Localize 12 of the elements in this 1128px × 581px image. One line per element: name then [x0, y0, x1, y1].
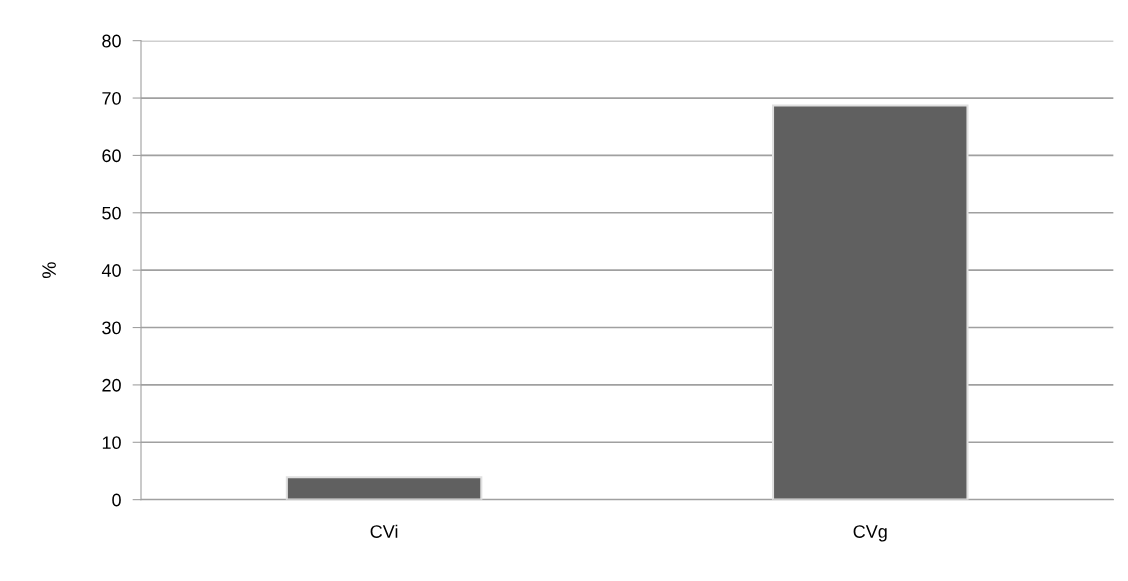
y-tick-label: 80	[102, 34, 121, 48]
y-axis-title: %	[42, 262, 56, 279]
y-tick-label: 30	[102, 321, 121, 335]
y-tick-label: 10	[102, 436, 121, 450]
y-tick-label: 50	[102, 206, 121, 220]
y-tick-label: 0	[112, 493, 121, 507]
x-tick-label: CVg	[853, 525, 887, 542]
y-tick-label: 20	[102, 378, 121, 392]
x-tick-label: CVi	[370, 524, 398, 538]
y-tick-label: 40	[101, 264, 121, 277]
y-tick-label: 60	[102, 149, 121, 163]
y-tick-label: 70	[102, 91, 121, 105]
